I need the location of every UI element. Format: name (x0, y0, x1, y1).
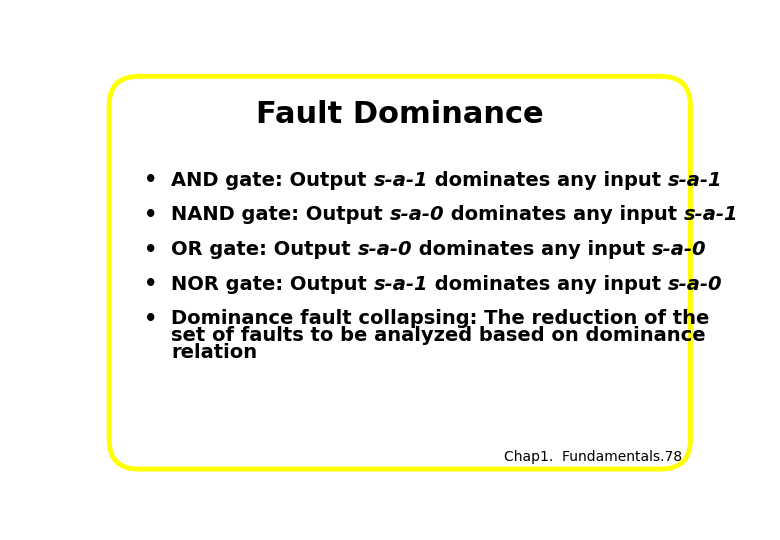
Text: •: • (144, 309, 157, 329)
Text: dominates any input: dominates any input (412, 240, 652, 259)
Text: s-a-0: s-a-0 (357, 240, 412, 259)
Text: •: • (144, 205, 157, 225)
Text: relation: relation (171, 343, 257, 362)
Text: •: • (144, 240, 157, 260)
Text: Dominance fault collapsing: The reduction of the: Dominance fault collapsing: The reductio… (171, 309, 710, 328)
Text: Fault Dominance: Fault Dominance (256, 100, 544, 130)
Text: s-a-1: s-a-1 (374, 171, 428, 190)
Text: dominates any input: dominates any input (428, 275, 668, 294)
Text: OR gate: Output: OR gate: Output (171, 240, 357, 259)
Text: NOR gate: Output: NOR gate: Output (171, 275, 374, 294)
Text: dominates any input: dominates any input (445, 205, 684, 225)
Text: s-a-1: s-a-1 (374, 275, 428, 294)
FancyBboxPatch shape (109, 76, 690, 469)
Text: Chap1.  Fundamentals.78: Chap1. Fundamentals.78 (505, 450, 682, 464)
Text: set of faults to be analyzed based on dominance: set of faults to be analyzed based on do… (171, 326, 706, 346)
Text: s-a-0: s-a-0 (652, 240, 707, 259)
Text: •: • (144, 274, 157, 294)
Text: •: • (144, 170, 157, 190)
Text: s-a-1: s-a-1 (668, 171, 722, 190)
Text: NAND gate: Output: NAND gate: Output (171, 205, 390, 225)
Text: s-a-0: s-a-0 (390, 205, 445, 225)
Text: s-a-0: s-a-0 (668, 275, 723, 294)
Text: s-a-1: s-a-1 (684, 205, 739, 225)
Text: dominates any input: dominates any input (428, 171, 668, 190)
Text: AND gate: Output: AND gate: Output (171, 171, 374, 190)
